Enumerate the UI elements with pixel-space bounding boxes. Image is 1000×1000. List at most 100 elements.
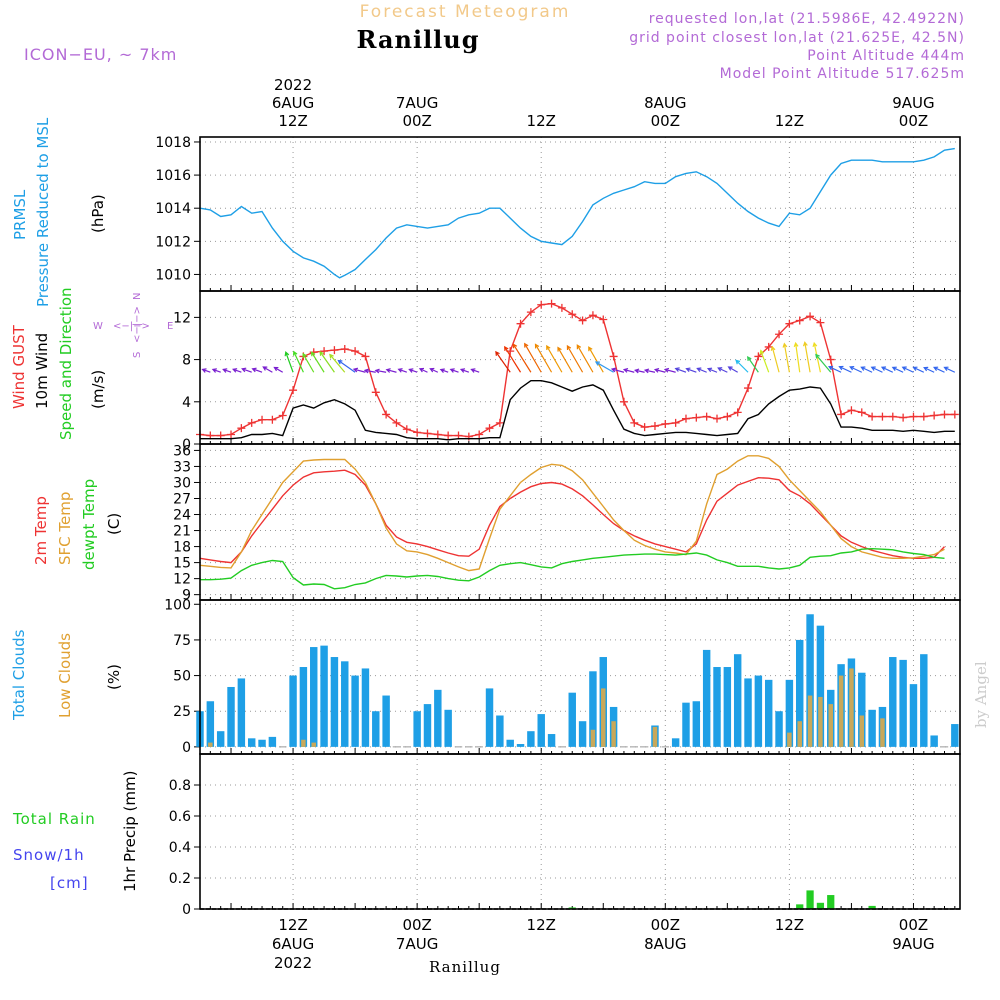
time-tick-label: 00Z	[651, 112, 680, 130]
total-cloud-bar	[216, 731, 225, 747]
rose-mid-h: <−|−>	[113, 321, 150, 332]
wind-arrow	[685, 367, 697, 373]
time-tick-label: 7AUG	[396, 94, 438, 112]
wind-arrow	[211, 368, 221, 373]
total-cloud-bar	[320, 645, 328, 747]
prmsl-desc-label: Pressure Reduced to MSL	[34, 117, 52, 307]
wind-arrow	[546, 344, 563, 373]
y-tick-label: 1014	[155, 201, 191, 217]
total-cloud-bar	[299, 667, 308, 747]
dewpt-temp-line	[200, 547, 945, 590]
wind-arrow	[674, 367, 687, 373]
total-cloud-bar	[351, 675, 359, 747]
pressure-panel-labels: PRMSL Pressure Reduced to MSL (hPa)	[11, 117, 107, 307]
wind-arrow	[374, 368, 387, 374]
wind-arrow	[534, 343, 553, 373]
gust-marker	[888, 412, 897, 421]
wind-arrow	[201, 368, 211, 373]
wind-arrow	[696, 367, 707, 373]
gust-marker	[764, 342, 773, 351]
gust-marker	[278, 411, 287, 420]
gust-marker	[775, 330, 784, 339]
time-tick-label: 6AUG	[272, 94, 314, 112]
wind-arrow	[273, 366, 284, 373]
wind-arrow	[576, 344, 594, 373]
total-cloud-bar	[516, 744, 525, 747]
grid-point-coords: grid point closest lon,lat (21.625E, 42.…	[629, 30, 965, 46]
time-tick-label: 9AUG	[892, 935, 934, 953]
wind-arrow	[292, 350, 304, 373]
total-cloud-bar	[671, 738, 680, 747]
wind-arrow	[870, 366, 883, 373]
low-cloud-bar	[301, 739, 306, 747]
gust-marker	[475, 430, 484, 439]
total-cloud-bar	[754, 675, 763, 747]
rain-bar	[868, 905, 876, 909]
time-tick-label: 9AUG	[892, 94, 934, 112]
rose-s: S	[132, 352, 143, 358]
total-cloud-bar	[909, 684, 918, 747]
gust-marker	[671, 418, 680, 427]
gust-marker	[630, 418, 639, 427]
total-cloud-bar	[341, 661, 349, 747]
total-cloud-bar	[858, 672, 866, 747]
wind-arrow	[512, 343, 532, 373]
y-tick-label: 0	[182, 437, 191, 453]
gust-marker	[713, 414, 722, 423]
requested-coords: requested lon,lat (21.5986E, 42.4922N)	[649, 11, 965, 27]
wind-arrow	[418, 367, 428, 373]
gust-marker	[609, 352, 618, 361]
total-cloud-bar	[682, 702, 690, 747]
gust-marker	[899, 413, 908, 422]
total-cloud-bar	[506, 739, 514, 747]
gust-marker	[330, 346, 339, 355]
gust-marker	[258, 415, 267, 424]
wind-arrow	[284, 351, 294, 373]
rose-n: N	[132, 293, 143, 300]
gust-marker	[816, 318, 825, 327]
time-tick-label: 12Z	[278, 112, 307, 130]
gust-marker	[754, 352, 763, 361]
wind-arrow	[912, 366, 925, 373]
total-cloud-bar	[775, 711, 783, 747]
y-tick-label: 1010	[155, 267, 191, 283]
gust-marker	[268, 415, 277, 424]
gust-marker	[537, 300, 546, 309]
wind-arrow	[449, 368, 459, 373]
total-cloud-bar	[589, 671, 597, 747]
total-cloud-bar	[692, 701, 701, 747]
gust-marker	[351, 347, 360, 356]
wind-arrow	[594, 361, 614, 373]
wind-arrow	[901, 366, 914, 373]
wind-arrow	[933, 366, 945, 373]
time-tick-label: 12Z	[527, 916, 556, 934]
watermark: by Angel	[972, 661, 990, 728]
gust-marker	[909, 412, 918, 421]
wind-arrow	[504, 345, 522, 373]
low-cloud-bar	[849, 668, 854, 747]
gust-marker	[785, 319, 794, 328]
rose-w: W	[93, 321, 103, 332]
wind-arrow	[241, 367, 252, 373]
wind-arrow	[610, 367, 625, 373]
gust-marker	[320, 347, 329, 356]
wind-arrow	[706, 367, 718, 373]
wind-arrow	[880, 366, 894, 373]
gust-marker	[227, 430, 236, 439]
total-cloud-bar	[258, 739, 266, 747]
total-cloud-bar	[330, 657, 339, 747]
gust-marker	[557, 303, 566, 312]
total-cloud-bar	[930, 735, 938, 747]
time-tick-label: 00Z	[899, 916, 928, 934]
total-cloud-bar	[372, 711, 380, 747]
rain-bar	[806, 890, 814, 909]
y-tick-label: 9	[182, 588, 191, 604]
snow-label: Snow/1h	[13, 846, 85, 864]
gust-marker	[702, 412, 711, 421]
wind-arrow	[782, 342, 790, 373]
wind-panel: 0 4 8 12	[173, 290, 961, 453]
gust-marker	[599, 315, 608, 324]
wind-arrow	[891, 366, 904, 373]
time-tick-label: 00Z	[651, 916, 680, 934]
